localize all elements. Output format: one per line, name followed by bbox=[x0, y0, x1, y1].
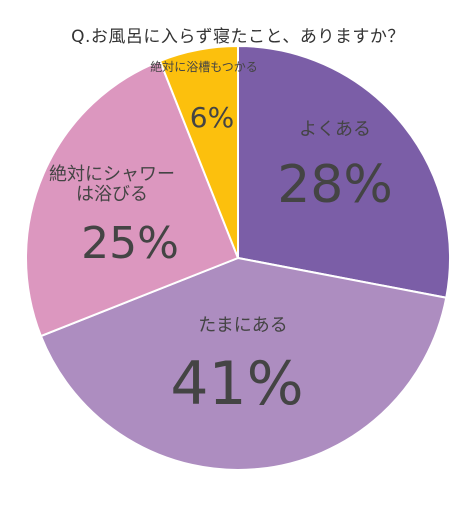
pie-slice-1 bbox=[237, 44, 451, 299]
slice-value-3: 25% bbox=[81, 218, 179, 269]
slice-value-1: 28% bbox=[277, 155, 393, 215]
slice-label-3-line-2: は浴びる bbox=[76, 184, 148, 205]
slice-label-3-line-1: 絶対にシャワー bbox=[49, 164, 175, 185]
pie-slice-3 bbox=[25, 59, 240, 338]
slice-label-4: 絶対に浴槽もつかる bbox=[150, 59, 258, 74]
chart-title: Q.お風呂に入らず寝たこと、ありますか？ bbox=[71, 27, 405, 47]
slice-label-1: よくある bbox=[299, 119, 371, 140]
slice-value-2: 41% bbox=[170, 349, 303, 419]
pie-slice-2 bbox=[39, 256, 448, 471]
pie-slice-4 bbox=[158, 44, 239, 259]
slice-label-2: たまにある bbox=[198, 315, 287, 336]
slice-value-4: 6% bbox=[190, 101, 234, 134]
